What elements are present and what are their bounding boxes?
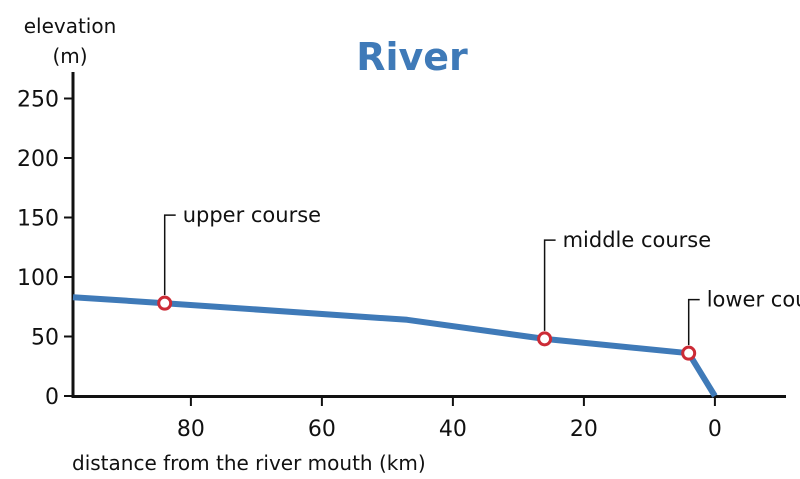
x-tick-label: 40 [439,417,467,442]
y-tick-label: 250 [17,88,59,113]
river-profile-line [72,294,718,398]
x-tick-label: 20 [570,417,598,442]
y-tick-label: 100 [17,266,59,291]
y-tick-label: 150 [17,207,59,232]
annotation-label: middle course [563,228,712,252]
annotation-label: upper course [183,203,321,227]
course-marker [537,331,553,347]
y-axis-label-line1: elevation [24,14,117,38]
x-tick-label: 60 [308,417,336,442]
annotation-leader [543,239,556,331]
annotation-label: lower course [707,288,800,312]
x-axis-label: distance from the river mouth (km) [72,451,426,475]
y-tick-label: 0 [45,385,59,410]
y-axis-label-line2: (m) [52,44,87,68]
course-marker [157,295,173,311]
x-tick-label: 0 [708,417,722,442]
x-tick-label: 80 [177,417,205,442]
y-tick-label: 200 [17,147,59,172]
annotation-leader [163,214,176,296]
annotation-leader [687,298,700,346]
series-group [72,294,718,398]
y-tick-label: 50 [31,326,59,351]
chart-title: River [356,35,468,79]
course-marker [681,345,697,361]
annotation-group: upper course middle course lower course [157,203,800,361]
